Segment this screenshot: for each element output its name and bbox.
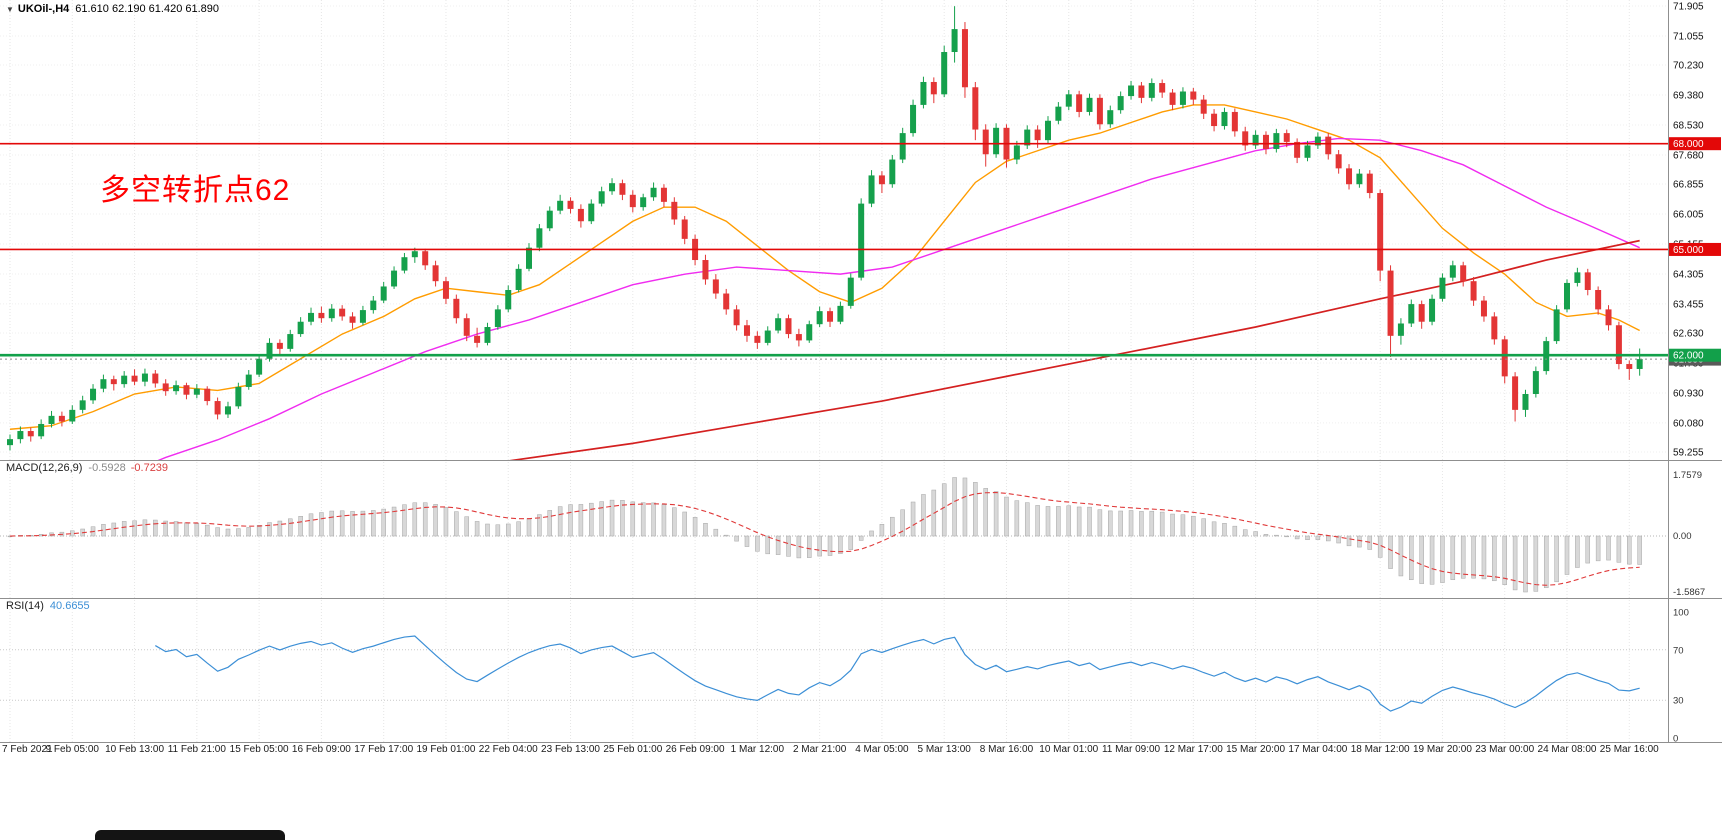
- rsi-indicator-label: RSI(14) 40.6655: [6, 600, 90, 612]
- time-label: 7 Feb 2021: [2, 744, 53, 755]
- time-label: 22 Feb 04:00: [478, 744, 538, 755]
- time-label: 2 Mar 21:00: [792, 744, 847, 755]
- macd-main-value: -0.5928: [88, 462, 126, 474]
- time-label: 10 Feb 13:00: [105, 744, 165, 755]
- panel-chrome: 71.905 71.055 70.230 69.380 68.530 67.680 66.8…: [0, 0, 1722, 745]
- time-label: 24 Mar 08:00: [1537, 744, 1597, 755]
- svg-text:30: 30: [1673, 696, 1684, 707]
- rsi-value: 40.6655: [49, 600, 90, 612]
- svg-text:62.630: 62.630: [1673, 329, 1704, 340]
- candles-layer: [7, 6, 1643, 451]
- time-label: 8 Mar 16:00: [979, 744, 1034, 755]
- mid-ma: [157, 137, 1640, 460]
- svg-text:0: 0: [1673, 734, 1678, 745]
- symbol-timeframe: UKOil-,H4: [17, 3, 70, 15]
- rsi-line: [155, 635, 1640, 712]
- svg-text:69.380: 69.380: [1673, 91, 1704, 102]
- chart-annotation-text: 多空转折点62: [100, 174, 291, 207]
- svg-text:63.455: 63.455: [1673, 299, 1704, 310]
- time-label: 18 Mar 12:00: [1350, 744, 1410, 755]
- time-label: 11 Feb 21:00: [167, 744, 226, 755]
- fast-ma: [9, 104, 1640, 430]
- time-label: 4 Mar 05:00: [855, 744, 909, 755]
- time-label: 16 Feb 09:00: [291, 744, 351, 755]
- svg-text:60.930: 60.930: [1673, 388, 1704, 399]
- macd-signal-value: -0.7239: [130, 462, 169, 474]
- time-axis[interactable]: 7 Feb 2021 9 Feb 05:00 10 Feb 13:00 11 Feb …: [0, 744, 1722, 760]
- svg-text:59.255: 59.255: [1673, 448, 1704, 459]
- svg-text:0.00: 0.00: [1673, 531, 1692, 542]
- time-label: 17 Mar 04:00: [1288, 744, 1348, 755]
- rsi-panel[interactable]: [0, 635, 1668, 712]
- grid-layer: [0, 0, 1668, 742]
- svg-text:71.055: 71.055: [1673, 31, 1704, 42]
- symbol-ohlc-line: ▼ UKOil-,H4 61.610 62.190 61.420 61.890: [6, 3, 219, 15]
- time-label: 10 Mar 01:00: [1039, 744, 1099, 755]
- time-label: 12 Mar 17:00: [1163, 744, 1223, 755]
- svg-text:67.680: 67.680: [1673, 150, 1704, 161]
- time-label: 15 Feb 05:00: [229, 744, 289, 755]
- macd-panel[interactable]: [0, 477, 1668, 593]
- macd-indicator-label: MACD(12,26,9) -0.5928 -0.7239: [6, 462, 168, 474]
- time-label: 17 Feb 17:00: [354, 744, 414, 755]
- time-label: 25 Feb 01:00: [603, 744, 663, 755]
- macd-signal-line: [9, 491, 1640, 586]
- macd-axis: 1.7579 0.00 -1.5867: [1673, 470, 1705, 598]
- svg-text:62.000: 62.000: [1673, 351, 1704, 362]
- price-panel[interactable]: [0, 6, 1668, 517]
- svg-text:60.080: 60.080: [1673, 418, 1704, 429]
- time-label: 9 Feb 05:00: [45, 744, 99, 755]
- price-axis[interactable]: 71.905 71.055 70.230 69.380 68.530 67.680 66.8…: [1669, 2, 1721, 459]
- svg-text:68.530: 68.530: [1673, 120, 1704, 131]
- time-label: 5 Mar 13:00: [917, 744, 971, 755]
- slow-ma: [509, 239, 1640, 460]
- svg-text:71.905: 71.905: [1673, 2, 1704, 13]
- time-label: 1 Mar 12:00: [730, 744, 785, 755]
- svg-text:-1.5867: -1.5867: [1673, 587, 1705, 598]
- time-label: 15 Mar 20:00: [1226, 744, 1286, 755]
- symbol-dropdown-icon[interactable]: ▼: [6, 5, 14, 14]
- macd-name: MACD(12,26,9): [6, 462, 83, 474]
- time-label: 23 Feb 13:00: [541, 744, 600, 755]
- svg-text:64.305: 64.305: [1673, 269, 1704, 280]
- svg-text:68.000: 68.000: [1673, 139, 1704, 150]
- svg-text:70: 70: [1673, 645, 1684, 656]
- svg-text:70.230: 70.230: [1673, 61, 1704, 72]
- svg-text:66.005: 66.005: [1673, 210, 1704, 221]
- svg-text:66.855: 66.855: [1673, 180, 1704, 191]
- background-window-fragment: [95, 830, 285, 840]
- time-label: 25 Mar 16:00: [1599, 744, 1659, 755]
- svg-text:1.7579: 1.7579: [1673, 470, 1702, 481]
- svg-text:100: 100: [1673, 608, 1689, 619]
- time-label: 19 Feb 01:00: [416, 744, 476, 755]
- rsi-axis: 100 70 30 0: [1673, 608, 1689, 745]
- time-label: 23 Mar 00:00: [1475, 744, 1535, 755]
- rsi-name: RSI(14): [6, 600, 44, 612]
- time-label: 26 Feb 09:00: [665, 744, 725, 755]
- time-label: 11 Mar 09:00: [1101, 744, 1161, 755]
- time-label: 19 Mar 20:00: [1412, 744, 1472, 755]
- svg-text:65.000: 65.000: [1673, 245, 1704, 256]
- ohlc-values: 61.610 62.190 61.420 61.890: [75, 3, 220, 15]
